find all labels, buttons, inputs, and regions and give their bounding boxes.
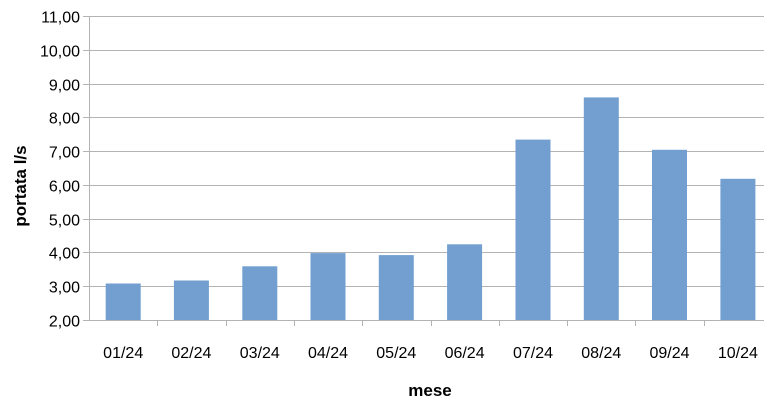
x-tick-label: 07/24 [513, 345, 553, 362]
bar-07-24 [515, 139, 551, 320]
y-tick-label: 2,00 [49, 314, 80, 331]
y-tick-label: 6,00 [49, 179, 80, 196]
x-tick-label: 03/24 [240, 345, 280, 362]
y-axis-title: portata l/s [11, 145, 30, 226]
bar-06-24 [447, 244, 483, 320]
y-tick-label: 11,00 [41, 10, 80, 27]
y-tick-label: 10,00 [40, 44, 80, 61]
bar-09-24 [652, 149, 687, 320]
bar-10-24 [720, 178, 756, 320]
bar-08-24 [583, 97, 619, 321]
bars [105, 97, 756, 321]
x-tick-label: 05/24 [376, 345, 416, 362]
bar-01-24 [105, 283, 141, 320]
x-tick-label: 01/24 [103, 345, 143, 362]
x-tick-label: 10/24 [718, 345, 758, 362]
y-tick-label: 5,00 [49, 213, 80, 230]
y-tick-label: 7,00 [49, 145, 80, 162]
bar-05-24 [378, 255, 414, 320]
bar-03-24 [242, 266, 278, 320]
x-tick-label: 06/24 [445, 345, 485, 362]
y-tick-label: 3,00 [49, 280, 80, 297]
y-tick-label: 9,00 [49, 78, 80, 95]
x-axis-title: mese [408, 381, 451, 400]
y-axis-tick-labels: 2,00 3,00 4,00 5,00 6,00 7,00 8,00 9,00 10,00 11,… [40, 10, 80, 331]
bar-02-24 [173, 280, 209, 320]
x-axis-tick-labels: 01/24 02/24 03/24 04/24 05/24 06/24 07/24 08/24… [103, 345, 758, 362]
x-tick-label: 08/24 [581, 345, 621, 362]
x-tick-label: 09/24 [649, 345, 689, 362]
y-tick-label: 8,00 [49, 111, 80, 128]
bar-04-24 [310, 253, 346, 320]
x-tick-label: 02/24 [171, 345, 211, 362]
y-tick-label: 4,00 [49, 246, 80, 263]
x-tick-label: 04/24 [308, 345, 348, 362]
